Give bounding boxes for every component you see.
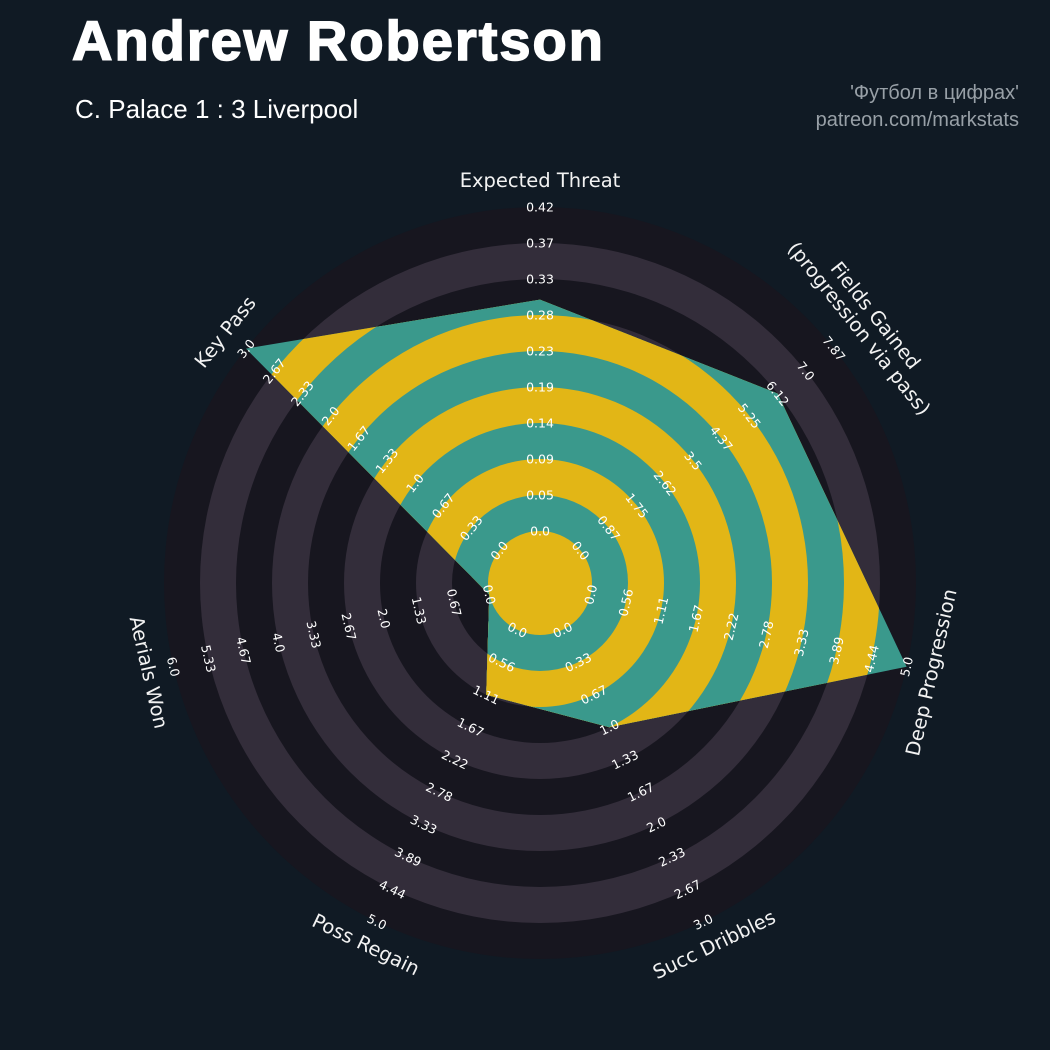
tick-label: 0.09 [526, 452, 554, 467]
tick-label: 3.89 [826, 635, 847, 666]
center-hole [488, 531, 592, 635]
tick-label: 0.23 [526, 344, 554, 359]
tick-label: 0.28 [526, 308, 554, 323]
tick-label: 5.33 [198, 643, 219, 673]
tick-label: 1.11 [650, 595, 671, 625]
axis-label-expected-threat: Expected Threat [460, 169, 621, 192]
tick-label: 1.67 [686, 603, 707, 633]
tick-label: 3.33 [791, 627, 812, 657]
tick-label: 4.44 [861, 643, 882, 674]
tick-label: 0.19 [526, 380, 554, 395]
tick-label: 0.33 [526, 272, 554, 287]
axis-label-aerials-won: Aerials Won [125, 614, 173, 731]
tick-label: 0.37 [526, 236, 554, 251]
tick-label: 4.67 [233, 635, 254, 665]
tick-label: 2.0 [374, 607, 393, 630]
tick-label: 6.0 [164, 655, 183, 678]
tick-label: 3.33 [303, 619, 324, 649]
tick-label: 2.78 [756, 619, 777, 650]
tick-label: 0.0 [581, 583, 600, 606]
credit-patreon-link: patreon.com/markstats [815, 109, 1019, 131]
tick-label: 5.0 [897, 655, 916, 678]
tick-label: 0.14 [526, 416, 554, 431]
tick-label: 2.67 [338, 611, 359, 641]
tick-label: 0.0 [480, 583, 499, 606]
tick-label: 0.56 [615, 587, 636, 618]
tick-label: 1.33 [409, 595, 430, 625]
tick-label: 4.0 [269, 631, 288, 654]
page-title: Andrew Robertson [71, 8, 605, 73]
credit-block: 'Футбол в цифрах' patreon.com/markstats [816, 80, 1019, 134]
match-score-subtitle: C. Palace 1 : 3 Liverpool [75, 94, 359, 124]
credit-brand: 'Футбол в цифрах' [850, 82, 1019, 104]
tick-label: 0.42 [526, 200, 554, 215]
tick-label: 0.0 [530, 524, 550, 539]
tick-label: 2.22 [721, 611, 742, 641]
tick-label: 0.05 [526, 488, 554, 503]
tick-label: 0.67 [444, 587, 465, 617]
